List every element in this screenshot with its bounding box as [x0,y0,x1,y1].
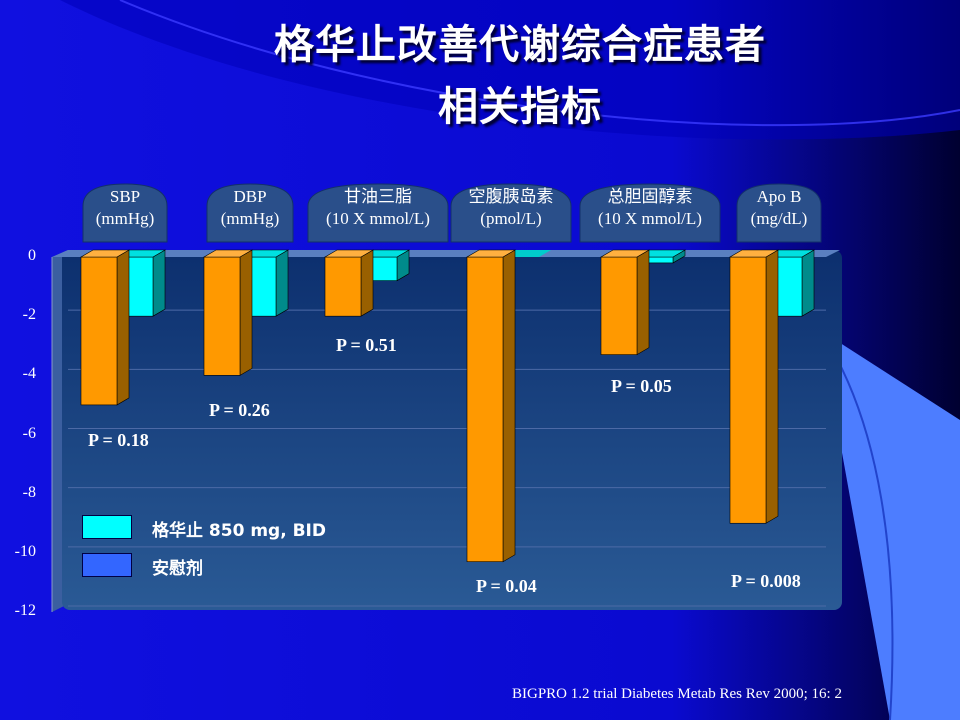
bar-treatment-side [636,249,650,356]
y-tick-label: -12 [14,602,36,619]
category-label: 空腹胰岛素 (pmol/L) [431,186,591,230]
category-label-line1: SBP [109,187,141,206]
bar-treatment [80,256,118,406]
bar-placebo-side [801,249,815,317]
category-tag [206,183,294,243]
category-label-line2: (mmHg) [95,209,155,228]
category-label-line1: DBP [233,187,267,206]
category-label: 甘油三脂 (10 X mmol/L) [298,186,458,230]
category-label-line2: (10 X mmol/L) [598,209,702,228]
bar-treatment-side [765,249,779,524]
chart-title-line2: 相关指标 [438,84,602,130]
bar-treatment-side [116,249,130,406]
category-label: DBP (mmHg) [170,186,330,230]
p-value-label: P = 0.05 [611,376,672,396]
bar-treatment-top [728,249,780,258]
legend-swatch-placebo [82,553,132,577]
legend-swatch-treatment [82,515,132,539]
p-value-label: P = 0.18 [88,430,149,450]
bar-treatment-side [239,249,253,376]
bar-treatment [324,256,362,317]
bar-treatment [466,256,504,563]
category-label-line2: (mmHg) [220,209,280,228]
y-tick-label: -2 [22,306,36,324]
bar-treatment-top [79,249,131,258]
bar-treatment-top [323,249,375,258]
category-tag [307,183,449,243]
chart-title-line1: 格华止改善代谢综合症患者 [274,22,766,68]
p-value-label: P = 0.51 [336,335,397,355]
category-label: Apo B (mg/dL) [699,186,859,230]
legend-label-placebo: 安慰剂 [152,559,203,579]
y-tick-label: -6 [22,424,36,442]
y-tick-label: 0 [28,247,36,264]
bar-treatment-side [502,249,516,563]
category-tag [579,183,721,243]
plot-top-edge [52,250,840,257]
p-value-label: P = 0.26 [209,400,270,420]
category-label: 总胆固醇素 (10 X mmol/L) [570,186,730,230]
bar-placebo-side [275,249,289,317]
bar-treatment-top [202,249,254,258]
category-label: SBP (mmHg) [45,186,205,230]
y-tick-label: -10 [14,542,36,560]
bar-treatment [600,256,638,355]
category-label-line2: (10 X mmol/L) [326,209,430,228]
category-label-line1: Apo B [756,187,802,206]
category-label-line1: 空腹胰岛素 [468,187,554,206]
bar-treatment [203,256,241,376]
category-label-line1: 总胆固醇素 [607,187,693,206]
category-label-line2: (mg/dL) [750,209,808,228]
category-label-line1: 甘油三脂 [344,187,412,206]
p-value-label: P = 0.04 [476,576,537,596]
p-value-label: P = 0.008 [731,571,801,591]
bar-treatment-side [360,249,374,317]
category-tag [736,183,822,243]
y-tick-label: -8 [22,483,36,501]
bar-placebo-side [152,249,166,317]
category-tag [82,183,168,243]
legend-label-treatment: 格华止 850 mg, BID [152,521,326,541]
category-tag [450,183,572,243]
y-tick-label: -4 [22,365,36,383]
bar-treatment-top [599,249,651,258]
citation: BIGPRO 1.2 trial Diabetes Metab Res Rev … [512,686,842,702]
category-label-line2: (pmol/L) [480,209,542,228]
bar-treatment-top [465,249,517,258]
bar-treatment [729,256,767,524]
